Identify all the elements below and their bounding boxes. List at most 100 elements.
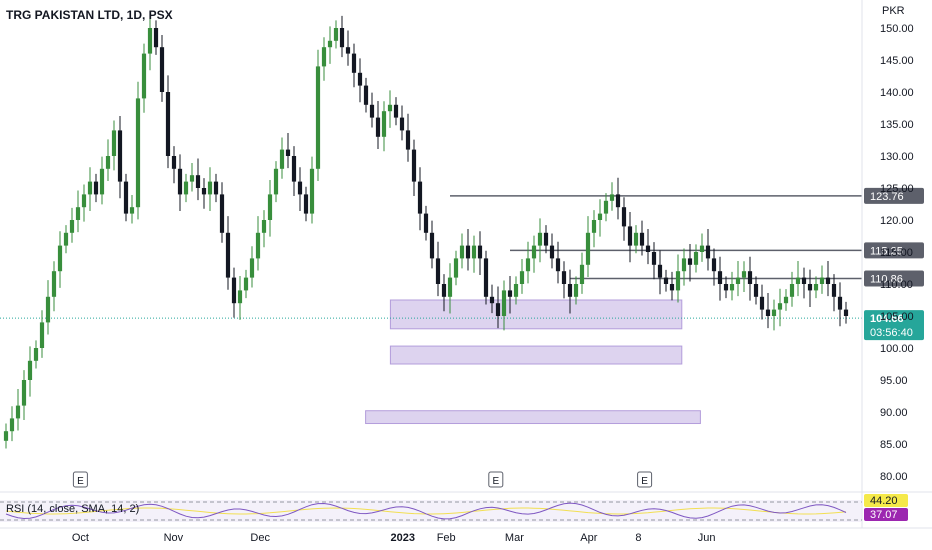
candle-body bbox=[171, 156, 177, 169]
price-tick-label: 90.00 bbox=[880, 407, 908, 419]
candle-body bbox=[201, 188, 207, 195]
candle-body bbox=[657, 264, 663, 278]
time-tick-label: Jun bbox=[698, 532, 716, 544]
candle-body bbox=[237, 290, 243, 304]
candle-body bbox=[549, 245, 555, 259]
candle-body bbox=[429, 232, 435, 259]
level-badge bbox=[864, 270, 924, 287]
zones-layer bbox=[365, 299, 701, 425]
candle-body bbox=[213, 181, 219, 195]
price-tick-label: 100.00 bbox=[880, 343, 914, 355]
candle-body bbox=[441, 284, 447, 297]
candle-body bbox=[591, 220, 597, 233]
candle-body bbox=[273, 168, 279, 195]
candle-body bbox=[489, 296, 495, 304]
candle-body bbox=[825, 277, 831, 284]
candle-body bbox=[153, 28, 159, 48]
candle-body bbox=[141, 53, 147, 99]
candle-body bbox=[597, 213, 603, 220]
rsi-value-label: 44.20 bbox=[870, 495, 898, 507]
candle-body bbox=[315, 66, 321, 169]
candle-body bbox=[741, 271, 747, 278]
candle-body bbox=[675, 271, 681, 291]
candle-body bbox=[321, 47, 327, 67]
candle-body bbox=[117, 130, 123, 182]
price-tick-label: 145.00 bbox=[880, 55, 914, 67]
candle-body bbox=[339, 28, 345, 48]
candle-body bbox=[219, 194, 225, 233]
time-tick-label: Dec bbox=[250, 532, 270, 544]
candle-body bbox=[105, 156, 111, 169]
candle-body bbox=[3, 431, 9, 441]
price-tick-label: 110.00 bbox=[880, 279, 913, 291]
candle-body bbox=[525, 258, 531, 272]
candle-body bbox=[177, 168, 183, 195]
candle-body bbox=[459, 245, 465, 259]
support-zone bbox=[389, 299, 683, 330]
candle-body bbox=[735, 277, 741, 284]
candle-body bbox=[333, 28, 339, 41]
levels-layer: 123.76 115.25 110.86 104.66 03:56:40 bbox=[0, 187, 924, 341]
candle-body bbox=[351, 53, 357, 73]
candle-body bbox=[543, 232, 549, 246]
earnings-marker-label: E bbox=[77, 476, 84, 487]
candle-body bbox=[63, 232, 69, 246]
candle-body bbox=[81, 194, 87, 208]
time-tick-label: Apr bbox=[580, 532, 597, 544]
support-zone bbox=[389, 345, 683, 365]
candle-body bbox=[309, 168, 315, 214]
candle-body bbox=[39, 322, 45, 348]
currency-label: PKR bbox=[882, 5, 905, 17]
earnings-marker bbox=[488, 471, 504, 488]
price-tick-label: 125.00 bbox=[880, 183, 914, 195]
candle-body bbox=[399, 117, 405, 131]
last-price-label: 104.66 bbox=[870, 313, 904, 325]
candle-body bbox=[837, 296, 843, 310]
earnings-marker bbox=[637, 471, 653, 488]
candle-body bbox=[93, 181, 99, 195]
last-price-badge bbox=[864, 310, 924, 341]
candle-body bbox=[225, 232, 231, 278]
candles-layer bbox=[3, 13, 849, 449]
candle-body bbox=[111, 130, 117, 156]
rsi-legend-label[interactable]: RSI (14, close, SMA, 14, 2) bbox=[6, 503, 140, 515]
candle-body bbox=[387, 104, 393, 112]
candle-body bbox=[357, 72, 363, 86]
candle-body bbox=[621, 207, 627, 227]
level-badge-label: 110.86 bbox=[870, 273, 903, 285]
candle-body bbox=[645, 245, 651, 252]
candle-body bbox=[519, 271, 525, 284]
candle-body bbox=[45, 296, 51, 323]
candle-body bbox=[723, 284, 729, 291]
candle-body bbox=[87, 181, 93, 195]
candle-body bbox=[813, 284, 819, 291]
countdown-label: 03:56:40 bbox=[870, 327, 913, 339]
level-badge bbox=[864, 187, 924, 204]
level-badge-label: 123.76 bbox=[870, 191, 904, 203]
candle-body bbox=[261, 220, 267, 233]
price-tick-label: 85.00 bbox=[880, 439, 908, 451]
candle-body bbox=[831, 284, 837, 297]
candle-body bbox=[477, 245, 483, 259]
candle-body bbox=[669, 284, 675, 291]
candle-body bbox=[759, 296, 765, 310]
candle-body bbox=[75, 207, 81, 220]
price-tick-label: 95.00 bbox=[880, 375, 908, 387]
candle-body bbox=[345, 47, 351, 54]
candle-body bbox=[579, 264, 585, 284]
price-tick-label: 115.00 bbox=[880, 247, 913, 259]
rsi-value-badge bbox=[864, 508, 908, 521]
candle-body bbox=[507, 290, 513, 297]
candle-body bbox=[609, 194, 615, 201]
candle-body bbox=[231, 277, 237, 304]
candle-body bbox=[843, 309, 849, 316]
candle-body bbox=[585, 232, 591, 265]
candle-body bbox=[129, 207, 135, 214]
price-tick-label: 135.00 bbox=[880, 119, 914, 131]
candle-body bbox=[501, 290, 507, 316]
symbol-title: TRG PAKISTAN LTD, 1D, PSX bbox=[6, 8, 173, 22]
